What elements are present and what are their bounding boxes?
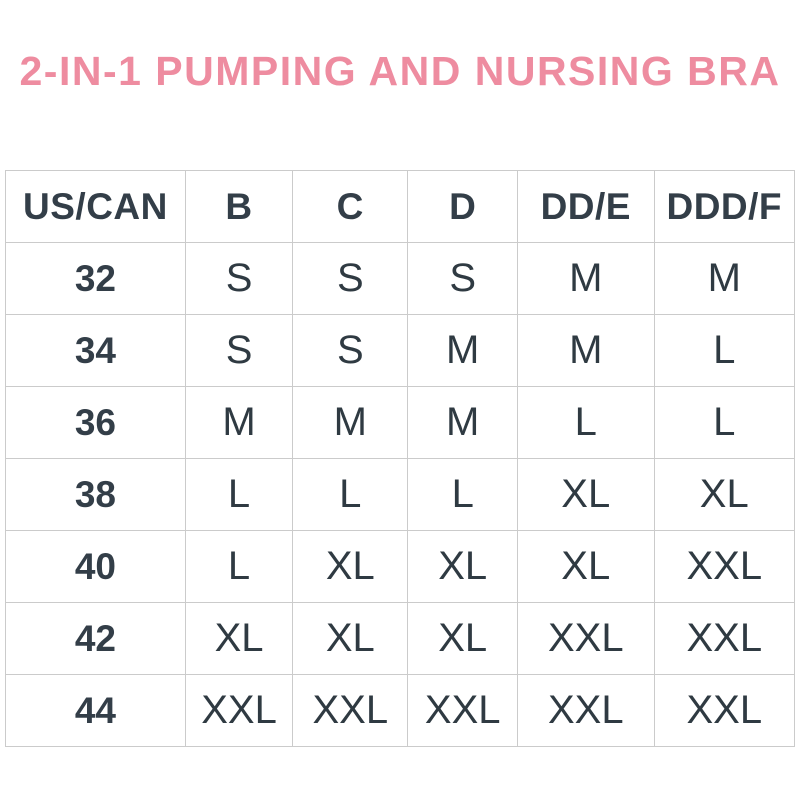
- column-header-cup-b: B: [184, 170, 294, 243]
- column-header-cup-c: C: [292, 170, 409, 243]
- table-row: 32 S S S M M: [5, 242, 796, 315]
- table-cell: XL: [517, 530, 655, 603]
- table-cell: XL: [407, 530, 519, 603]
- table-row: 36 M M M L L: [5, 386, 796, 459]
- page-title: 2-IN-1 PUMPING AND NURSING BRA: [19, 48, 781, 94]
- table-cell: M: [517, 314, 655, 387]
- table-cell: M: [653, 242, 796, 315]
- table-cell: XL: [407, 602, 519, 675]
- table-cell: L: [407, 458, 519, 531]
- table-cell: XL: [292, 602, 409, 675]
- row-label: 40: [5, 530, 186, 603]
- table-cell: M: [407, 314, 519, 387]
- row-label: 38: [5, 458, 186, 531]
- row-label: 34: [5, 314, 186, 387]
- table-cell: L: [292, 458, 409, 531]
- table-cell: XL: [184, 602, 294, 675]
- row-label: 44: [5, 674, 186, 747]
- table-cell: S: [407, 242, 519, 315]
- table-cell: XXL: [407, 674, 519, 747]
- table-cell: M: [517, 242, 655, 315]
- table-row: 44 XXL XXL XXL XXL XXL: [5, 674, 796, 747]
- table-cell: XXL: [653, 674, 796, 747]
- table-cell: S: [184, 242, 294, 315]
- table-body: 32 S S S M M 34 S S M M L 36 M M M L L 38 L L L XL XL 40 L XL XL XL X…: [5, 242, 796, 747]
- row-label: 36: [5, 386, 186, 459]
- row-label: 42: [5, 602, 186, 675]
- table-cell: M: [407, 386, 519, 459]
- table-cell: XXL: [653, 530, 796, 603]
- table-cell: S: [292, 242, 409, 315]
- table-cell: L: [653, 386, 796, 459]
- table-row: 38 L L L XL XL: [5, 458, 796, 531]
- table-cell: L: [517, 386, 655, 459]
- table-row: 40 L XL XL XL XXL: [5, 530, 796, 603]
- table-cell: L: [184, 458, 294, 531]
- table-cell: XXL: [653, 602, 796, 675]
- table-cell: XXL: [517, 674, 655, 747]
- size-chart-table: US/CAN B C D DD/E DDD/F 32 S S S M M 34 S S M M L 36 M M M L L…: [5, 170, 796, 747]
- table-cell: M: [184, 386, 294, 459]
- column-header-band-size: US/CAN: [5, 170, 186, 243]
- column-header-cup-ddd-f: DDD/F: [653, 170, 796, 243]
- table-cell: M: [292, 386, 409, 459]
- table-row: 34 S S M M L: [5, 314, 796, 387]
- table-cell: XL: [517, 458, 655, 531]
- table-cell: XXL: [292, 674, 409, 747]
- table-cell: XL: [653, 458, 796, 531]
- table-header-row: US/CAN B C D DD/E DDD/F: [5, 170, 796, 243]
- table-cell: S: [184, 314, 294, 387]
- table-cell: S: [292, 314, 409, 387]
- row-label: 32: [5, 242, 186, 315]
- table-cell: L: [653, 314, 796, 387]
- table-cell: XXL: [184, 674, 294, 747]
- column-header-cup-dd-e: DD/E: [517, 170, 655, 243]
- table-cell: XL: [292, 530, 409, 603]
- table-row: 42 XL XL XL XXL XXL: [5, 602, 796, 675]
- table-cell: L: [184, 530, 294, 603]
- table-cell: XXL: [517, 602, 655, 675]
- column-header-cup-d: D: [407, 170, 519, 243]
